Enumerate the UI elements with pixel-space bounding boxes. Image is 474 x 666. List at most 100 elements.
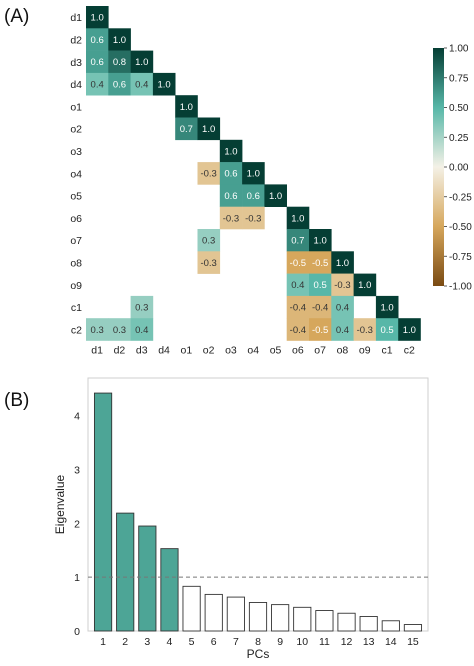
heatmap-cell-label: 1.0: [403, 325, 416, 336]
heatmap-row-label: d4: [70, 79, 82, 91]
heatmap-cell: [175, 95, 198, 118]
x-tick-label: 8: [255, 636, 261, 648]
x-tick-label: 11: [319, 636, 330, 648]
heatmap-row-label: d3: [70, 57, 82, 69]
heatmap-cell: [331, 295, 354, 319]
heatmap-col-label: c1: [382, 345, 393, 357]
heatmap-row-label: o7: [70, 235, 82, 247]
heatmap-cell: [331, 273, 354, 297]
heatmap-cell: [130, 50, 154, 74]
heatmap-row-label: o5: [70, 191, 82, 203]
heatmap-cell-label: 0.3: [202, 236, 215, 247]
heatmap-cell: [86, 28, 109, 51]
heatmap-col-label: o1: [181, 345, 193, 357]
heatmap-cell-label: 0.3: [113, 325, 126, 336]
heatmap-cell: [197, 229, 221, 252]
heatmap-cell: [86, 72, 109, 96]
eigenvalue-bar: [138, 525, 157, 632]
x-tick-label: 15: [407, 636, 419, 648]
y-tick-label: 3: [74, 465, 80, 477]
heatmap-cell-label: -0.3: [245, 213, 261, 224]
x-tick-label: 3: [144, 636, 150, 648]
eigenvalue-bar: [337, 612, 356, 632]
heatmap-cell: [108, 50, 131, 74]
heatmap-col-label: d2: [114, 345, 126, 357]
y-tick-label: 4: [74, 411, 80, 423]
heatmap-cell-label: -0.4: [290, 325, 306, 336]
heatmap-cell: [197, 162, 221, 185]
x-tick-label: 6: [211, 636, 217, 648]
heatmap-col-label: o8: [337, 345, 349, 357]
heatmap-cell: [152, 72, 176, 96]
heatmap-row-label: o6: [70, 213, 82, 225]
panel-b-label: (B): [4, 390, 29, 411]
heatmap-cell-label: -0.3: [357, 325, 373, 336]
heatmap-row-label: o9: [70, 280, 82, 292]
heatmap-cell-label: -0.3: [223, 213, 239, 224]
heatmap-cell: [286, 295, 310, 319]
heatmap-row-label: o1: [70, 101, 82, 113]
heatmap-cell: [398, 318, 421, 341]
heatmap-cell: [197, 251, 221, 274]
heatmap-cell-label: 1.0: [202, 124, 215, 135]
heatmap-cell: [309, 273, 332, 297]
colorbar-gradient: [433, 48, 444, 286]
heatmap-col-label: o7: [314, 345, 326, 357]
heatmap-cell-label: 0.4: [336, 325, 349, 336]
colorbar-tick-label: -0.50: [449, 222, 472, 233]
colorbar-tick-label: 0.25: [449, 133, 469, 144]
colorbar: 1.00 0.75 0.50 0.25 0.00 -0.25 -0.50 -0.75 -1.00: [433, 44, 472, 293]
x-tick-label: 10: [296, 636, 308, 648]
heatmap-cell-label: 1.0: [269, 191, 282, 202]
heatmap-col-label: d1: [91, 345, 103, 357]
heatmap-cell-label: 0.5: [314, 280, 327, 291]
heatmap-cell: [108, 72, 131, 96]
eigenvalue-bar: [381, 620, 400, 632]
colorbar-tick-label: -0.75: [449, 252, 472, 263]
heatmap-cell: [219, 139, 243, 163]
heatmap-cell: [219, 162, 243, 185]
y-axis-title: Eigenvalue: [53, 474, 67, 534]
heatmap-cell-label: 1.0: [157, 79, 170, 90]
heatmap-col-label: o4: [247, 345, 259, 357]
x-tick-label: 7: [233, 636, 239, 648]
colorbar-tick-label: 0.00: [449, 163, 469, 174]
heatmap-cell-label: 0.7: [291, 236, 304, 247]
heatmap-cell-label: -0.4: [312, 302, 328, 313]
heatmap-cell-label: 0.7: [180, 124, 193, 135]
x-tick-label: 5: [189, 636, 195, 648]
colorbar-tick-label: -1.00: [449, 282, 472, 293]
heatmap-cell-label: 0.5: [380, 325, 393, 336]
heatmap-cell: [309, 251, 332, 274]
x-tick-label: 12: [341, 636, 353, 648]
heatmap-col-label: o5: [270, 345, 282, 357]
heatmap-cell: [286, 273, 310, 297]
heatmap-cell: [264, 184, 287, 207]
heatmap-cell-label: 0.6: [91, 57, 104, 68]
heatmap-cell: [286, 206, 310, 230]
eigenvalue-bar: [160, 548, 179, 632]
y-tick-label: 0: [74, 626, 80, 638]
heatmap-cell: [242, 162, 265, 185]
heatmap-cell: [130, 318, 154, 341]
heatmap-cell: [86, 50, 109, 74]
heatmap-cell-label: -0.3: [200, 169, 216, 180]
heatmap-cell: [242, 206, 265, 230]
colorbar-tick-label: 1.00: [449, 44, 469, 55]
y-tick-label: 2: [74, 518, 80, 530]
x-axis-title: PCs: [247, 647, 270, 661]
heatmap-cell: [353, 318, 377, 341]
heatmap-col-label: o9: [359, 345, 371, 357]
heatmap-row-label: o2: [70, 124, 82, 136]
heatmap-col-label: o2: [203, 345, 215, 357]
heatmap-cell-label: 0.8: [113, 57, 126, 68]
heatmap-cell: [286, 251, 310, 274]
eigenvalue-bar: [315, 610, 334, 632]
x-tick-label: 9: [277, 636, 283, 648]
eigenvalue-bar: [116, 512, 135, 632]
heatmap-cell: [86, 318, 109, 341]
heatmap-cell-label: -0.4: [290, 302, 306, 313]
heatmap-cell-label: 1.0: [336, 258, 349, 269]
heatmap-cell: [219, 184, 243, 207]
